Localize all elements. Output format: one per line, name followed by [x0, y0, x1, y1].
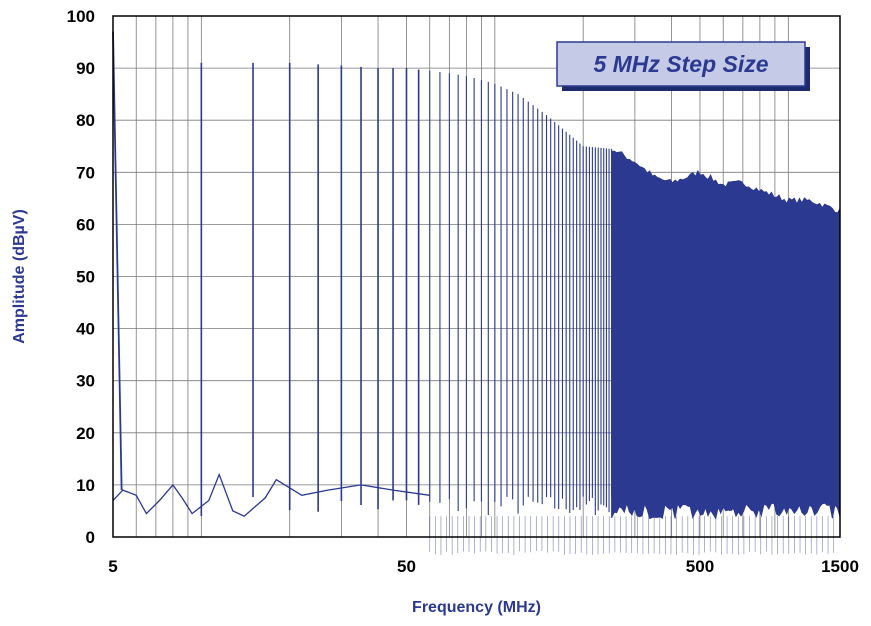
fundamental-spike — [113, 32, 122, 490]
y-tick-label: 50 — [76, 268, 95, 287]
y-tick-label: 40 — [76, 320, 95, 339]
x-axis-ticks: 5 50 500 1500 — [108, 557, 859, 576]
y-tick-label: 10 — [76, 476, 95, 495]
y-tick-label: 70 — [76, 163, 95, 182]
step-size-annotation: 5 MHz Step Size — [557, 42, 810, 91]
y-tick-label: 30 — [76, 372, 95, 391]
y-tick-label: 80 — [76, 111, 95, 130]
harmonic-band — [612, 151, 840, 518]
x-tick-label: 1500 — [821, 557, 859, 576]
x-axis-label: Frequency (MHz) — [412, 599, 541, 616]
y-axis-label: Amplitude (dBµV) — [11, 209, 28, 344]
y-tick-label: 100 — [67, 7, 95, 26]
noise-floor-trace — [113, 475, 430, 517]
x-tick-label: 50 — [397, 557, 416, 576]
x-tick-label: 500 — [686, 557, 714, 576]
y-tick-label: 0 — [86, 528, 95, 547]
y-tick-label: 20 — [76, 424, 95, 443]
y-tick-label: 90 — [76, 59, 95, 78]
y-tick-label: 60 — [76, 215, 95, 234]
annotation-text: 5 MHz Step Size — [593, 51, 768, 77]
y-axis-ticks: 0 10 20 30 40 50 60 70 80 90 100 — [67, 7, 95, 547]
series-1 — [113, 32, 840, 555]
x-tick-label: 5 — [108, 557, 117, 576]
